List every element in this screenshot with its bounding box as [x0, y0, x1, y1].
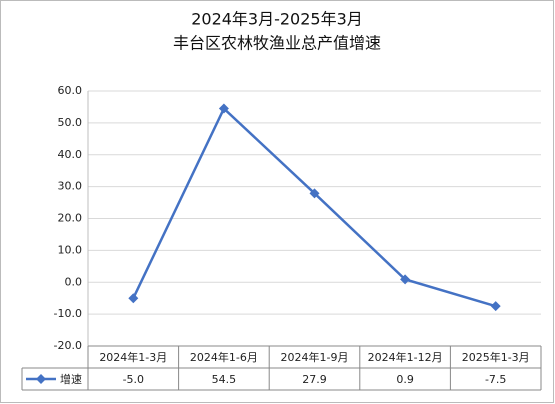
table-value: -5.0	[123, 373, 144, 386]
chart-subtitle: 丰台区农林牧渔业总产值增速	[173, 34, 381, 53]
marker	[309, 188, 320, 199]
y-tick-label: 60.0	[58, 84, 83, 97]
x-tick-label: 2024年1-6月	[190, 350, 258, 364]
y-tick-label: 40.0	[58, 148, 83, 161]
marker	[128, 293, 139, 304]
table-value: -7.5	[485, 373, 506, 386]
legend-label: 增速	[60, 372, 82, 386]
marker	[400, 274, 411, 285]
y-tick-label: 20.0	[58, 212, 83, 225]
table-value: 27.9	[302, 373, 327, 386]
marker	[218, 103, 229, 114]
y-tick-label: 0.0	[65, 275, 83, 288]
marker	[490, 301, 501, 312]
y-tick-label: -10.0	[54, 307, 82, 320]
table-value: 0.9	[396, 373, 414, 386]
x-tick-label: 2025年1-3月	[462, 350, 530, 364]
x-tick-label: 2024年1-3月	[99, 350, 167, 364]
y-tick-label: 30.0	[58, 180, 83, 193]
y-tick-label: 50.0	[58, 116, 83, 129]
y-tick-label: 10.0	[58, 243, 83, 256]
chart-title: 2024年3月-2025年3月	[191, 10, 363, 29]
y-tick-label: -20.0	[54, 339, 82, 352]
legend-marker	[36, 374, 46, 384]
x-tick-label: 2024年1-12月	[368, 350, 443, 364]
table-value: 54.5	[212, 373, 237, 386]
x-tick-label: 2024年1-9月	[281, 350, 349, 364]
